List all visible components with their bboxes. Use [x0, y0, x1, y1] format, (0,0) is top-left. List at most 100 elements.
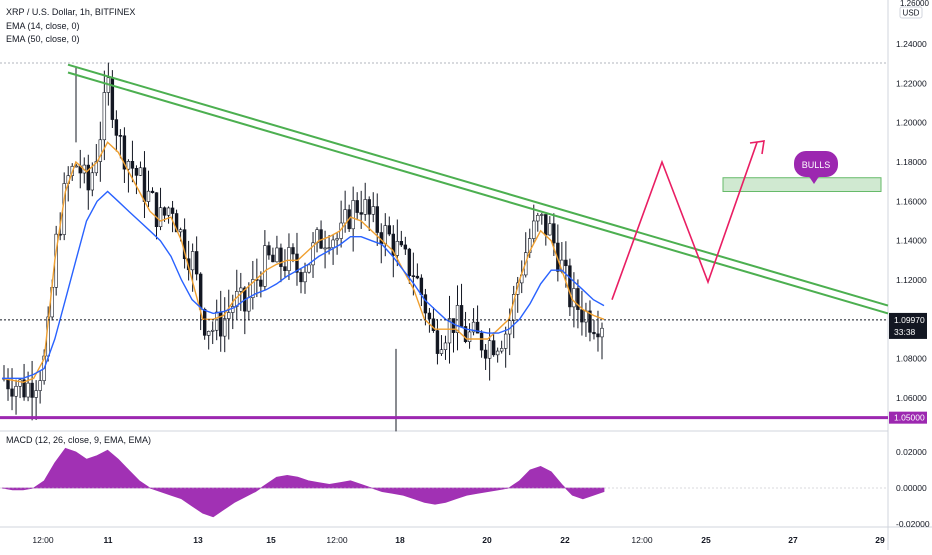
- candle-body: [475, 321, 480, 334]
- candle-body: [568, 265, 572, 308]
- candle-body: [150, 190, 155, 193]
- candle-body: [427, 312, 432, 320]
- candle-body: [215, 311, 219, 331]
- time-tick-label: 20: [482, 535, 492, 545]
- candle-body: [291, 247, 295, 255]
- candle-body: [18, 379, 22, 387]
- symbol-title[interactable]: XRP / U.S. Dollar, 1h, BITFINEX: [6, 7, 136, 17]
- time-tick-label: 27: [788, 535, 798, 545]
- candle-body: [487, 340, 492, 359]
- macd-histogram: [1, 447, 605, 518]
- candle-body: [499, 348, 504, 352]
- price-tick-label: 1.12000: [896, 275, 927, 285]
- candle-body: [363, 199, 367, 215]
- time-tick-label: 29: [875, 535, 885, 545]
- candle-body: [295, 253, 299, 273]
- candle-body: [138, 167, 143, 176]
- macd-legend[interactable]: MACD (12, 26, close, 9, EMA, EMA): [6, 435, 152, 445]
- candle-body: [303, 271, 307, 283]
- candle-body: [275, 247, 279, 263]
- candle-body: [447, 318, 452, 344]
- candle-body: [540, 214, 544, 216]
- candle-body: [572, 288, 576, 308]
- candle-body: [190, 251, 195, 271]
- time-tick-label: 25: [701, 535, 711, 545]
- ema14-line: [1, 141, 605, 384]
- candle-body: [463, 326, 468, 342]
- candle-body: [126, 161, 131, 170]
- price-tick-label: 1.24000: [896, 39, 927, 49]
- candle-body: [122, 135, 127, 170]
- candle-body: [287, 247, 291, 271]
- arrow-head: [749, 140, 765, 155]
- candle-body: [14, 385, 18, 397]
- candle-body: [223, 318, 227, 337]
- candle-body: [263, 245, 267, 287]
- ema-layer: [1, 141, 605, 384]
- target-zone-box: [722, 177, 882, 193]
- axis-layer: 1.24000 1.22000 1.20000 1.18000 1.16000 1.140…: [32, 0, 929, 545]
- candle-body: [503, 333, 508, 349]
- price-tick-label: 1.14000: [896, 236, 927, 246]
- candle-body: [335, 238, 339, 241]
- support-price-label: 1.05000: [894, 413, 925, 423]
- candle-body: [307, 264, 311, 273]
- ema50-line: [2, 190, 605, 379]
- candle-body: [343, 209, 347, 224]
- candle-body: [166, 207, 171, 216]
- candle-body: [371, 206, 375, 215]
- candle-body: [231, 306, 235, 313]
- ema14-legend[interactable]: EMA (14, close, 0): [6, 21, 80, 31]
- candle-body: [451, 318, 456, 333]
- candle-body: [443, 342, 448, 351]
- candle-body: [130, 161, 135, 169]
- candle-body: [431, 318, 436, 331]
- candle-body: [182, 229, 187, 260]
- time-tick-label: 15: [266, 535, 276, 545]
- drawings-layer[interactable]: BULLS: [0, 63, 889, 420]
- candle-body: [206, 330, 211, 336]
- candle-body: [227, 312, 231, 319]
- candle-body: [495, 350, 500, 356]
- projection-arrow: [611, 142, 758, 300]
- price-tick-label: 1.08000: [896, 354, 927, 364]
- candle-body: [142, 167, 147, 202]
- candle-body: [259, 279, 263, 287]
- ema50-legend[interactable]: EMA (50, close, 0): [6, 34, 80, 44]
- countdown-label: 33:38: [894, 327, 916, 337]
- candle-body: [548, 223, 552, 236]
- candle-body: [267, 245, 271, 256]
- candle-body: [580, 309, 584, 323]
- candle-body: [251, 279, 255, 298]
- candle-body: [411, 275, 416, 277]
- candle-body: [323, 247, 327, 250]
- candle-body: [202, 308, 207, 336]
- candle-body: [423, 294, 428, 314]
- candle-body: [395, 241, 400, 256]
- candle-body: [247, 297, 251, 312]
- candle-body: [279, 247, 283, 267]
- candle-body: [174, 213, 179, 233]
- price-scale-top-label: 1.26000: [900, 0, 929, 8]
- bulls-bubble: [794, 151, 838, 177]
- candle-body: [552, 223, 556, 244]
- time-tick-label: 12:00: [631, 535, 653, 545]
- candle-body: [134, 168, 139, 176]
- candle-body: [536, 215, 540, 222]
- candle-body: [90, 172, 95, 191]
- candle-body: [154, 192, 159, 227]
- currency-badge: [899, 6, 923, 19]
- candle-body: [38, 380, 42, 391]
- candle-body: [355, 200, 359, 213]
- candle-body: [146, 190, 151, 202]
- candle-body: [102, 92, 107, 141]
- candle-body: [114, 119, 119, 136]
- candle-body: [375, 206, 379, 233]
- time-tick-label: 13: [193, 535, 203, 545]
- candle-body: [596, 333, 600, 338]
- price-tick-label: 1.22000: [896, 78, 927, 88]
- price-tick-label: 1.06000: [896, 393, 927, 403]
- candle-body: [588, 310, 592, 333]
